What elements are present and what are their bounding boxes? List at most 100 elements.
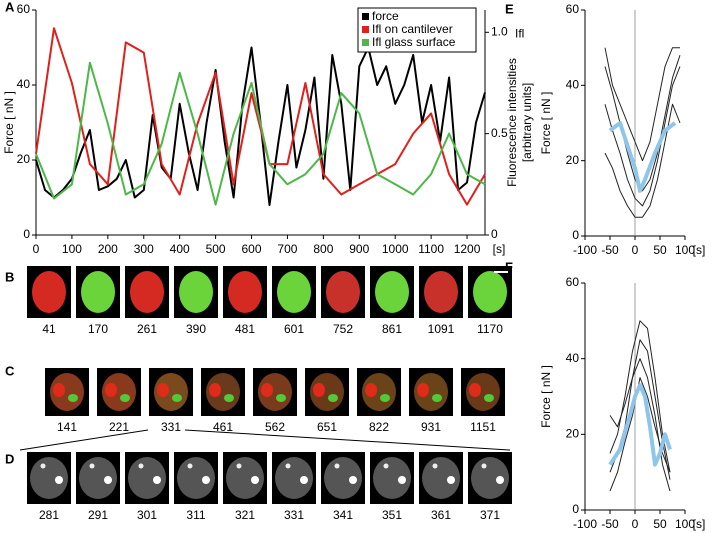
series-line [608,383,672,467]
cell [466,373,500,411]
series-line [35,27,486,206]
frame-label: 321 [235,508,255,522]
series-line [604,55,681,192]
frame-label: 41 [42,322,56,336]
cell [177,457,215,499]
cell-spot [68,394,78,402]
y-tick-label: 0 [23,227,30,241]
y-tick-label: 40 [566,351,580,365]
x-tick-label: -100 [573,517,597,531]
panel-label: D [5,451,14,466]
legend-swatch [362,39,369,46]
legend-label: force [372,9,399,23]
x-tick-label: 800 [313,242,333,256]
y2-axis-label: Fluorescence intensities [505,58,519,187]
zoom-line [184,429,511,451]
x-axis-label: [s] [493,242,506,256]
cell-spot [261,383,273,397]
cell-spot [398,476,406,484]
frame-label: 341 [333,508,353,522]
panel-label: B [5,269,14,284]
cell-spot [469,383,481,397]
series-line [609,339,671,480]
frame-label: 371 [480,508,500,522]
x-tick-label: 0 [632,517,639,531]
x-tick-label: 1100 [418,242,444,256]
cell-spot [432,463,438,469]
cell-spot [157,383,169,397]
frame-label: 481 [235,322,255,336]
cell-spot [153,476,161,484]
series-line [35,61,486,206]
frame-label: 651 [317,420,337,434]
y2-axis-label: [arbitrary units] [520,83,534,162]
x-tick-label: 0 [632,243,639,257]
x-tick-label: 600 [242,242,262,256]
y-tick-label: 20 [566,153,580,167]
x-tick-label: 50 [653,243,667,257]
x-tick-label: 100 [675,243,695,257]
cell-spot [496,476,504,484]
series-line [604,66,681,207]
cell-spot [89,463,95,469]
x-tick-label: 100 [675,517,695,531]
cell-spot [138,463,144,469]
cell [228,271,262,313]
series-line [608,121,677,193]
frame-label: 861 [382,322,402,336]
cell [424,271,458,313]
y2-tick-label: 0 [491,227,498,241]
legend-swatch [362,13,369,20]
cell-spot [209,383,221,397]
cell [179,271,213,313]
cell [422,457,460,499]
y-tick-label: 40 [17,77,31,91]
frame-label: 1151 [470,420,496,434]
x-tick-label: 400 [170,242,190,256]
cell [130,271,164,313]
cell [30,457,68,499]
frame-label: 931 [421,420,441,434]
panel-label: A [5,0,15,14]
frame-label: 141 [57,420,77,434]
frame-label: 301 [137,508,157,522]
frame-label: 461 [213,420,233,434]
y2-tick-label: 0.5 [491,126,508,140]
cell-spot [447,476,455,484]
frame-label: 311 [186,508,205,522]
cell [275,457,313,499]
frame-label: 752 [333,322,353,336]
x-tick-label: 1000 [382,242,409,256]
cell-spot [202,476,210,484]
frame-label: 361 [431,508,451,522]
x-tick-label: 1200 [454,242,481,256]
frame-label: 1170 [477,322,503,336]
cell-spot [328,394,338,402]
cell [277,271,311,313]
cell-spot [105,383,117,397]
frame-label: 291 [88,508,108,522]
cell-spot [365,383,377,397]
cell [258,373,292,411]
cell [310,373,344,411]
cell [473,271,507,313]
x-tick-label: 50 [653,517,667,531]
cell-spot [40,463,46,469]
cell-spot [313,383,325,397]
cell [79,457,117,499]
cell-spot [172,394,182,402]
cell [50,373,84,411]
x-tick-label: 900 [349,242,369,256]
x-tick-label: -100 [573,243,597,257]
frame-label: 170 [88,322,108,336]
cell [375,271,409,313]
y-tick-label: 60 [566,2,580,16]
x-tick-label: 700 [277,242,297,256]
legend-swatch [362,26,369,33]
y-tick-label: 40 [566,78,580,92]
cell-spot [120,394,130,402]
frame-label: 601 [284,322,304,336]
legend-box [357,7,477,53]
cell-spot [300,476,308,484]
